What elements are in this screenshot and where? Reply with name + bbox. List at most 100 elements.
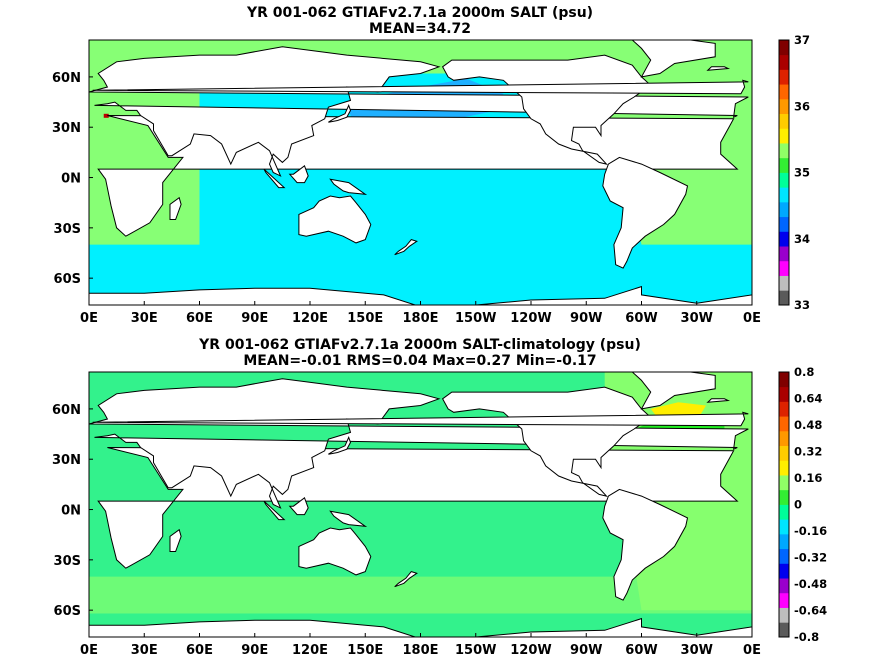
land-iceland xyxy=(706,66,731,71)
land-southamerica xyxy=(602,156,689,269)
x-tick-label: 150E xyxy=(347,311,383,326)
colorbar-swatch xyxy=(779,157,789,173)
colorbar-swatch xyxy=(779,113,789,129)
colorbar-label: 0.48 xyxy=(794,418,822,432)
colorbar-label: 37 xyxy=(794,33,810,47)
y-tick-label: 30N xyxy=(52,453,81,468)
land-southamerica xyxy=(602,488,689,601)
colorbar-swatch xyxy=(779,489,789,505)
x-tick-label: 90E xyxy=(241,311,268,326)
colorbar-label: 0.64 xyxy=(794,392,822,406)
colorbar-swatch xyxy=(779,143,789,159)
colorbar-swatch xyxy=(779,201,789,218)
land-newguinea xyxy=(329,510,368,527)
x-tick-label: 30W xyxy=(681,311,713,326)
y-tick-label: 60S xyxy=(54,604,81,619)
x-tick-label: 150E xyxy=(347,643,383,658)
colorbar-swatch xyxy=(779,216,789,232)
colorbar-label: 0 xyxy=(794,498,802,512)
region-southern-band xyxy=(89,576,752,614)
x-tick-label: 90W xyxy=(570,311,602,326)
colorbar-label: 35 xyxy=(794,166,810,180)
land-borneo xyxy=(288,164,309,184)
chart-title: YR 001-062 GTIAFv2.7.1a 2000m SALT-clima… xyxy=(198,337,641,353)
chart-panel-2: YR 001-062 GTIAFv2.7.1a 2000m SALT-clima… xyxy=(52,337,827,658)
y-tick-label: 30S xyxy=(54,222,81,237)
colorbar-swatch xyxy=(779,563,789,579)
land-madagascar xyxy=(169,196,182,220)
land-antarctica xyxy=(89,617,752,637)
region-mediterranean xyxy=(103,113,109,118)
x-tick-label: 0E xyxy=(743,311,761,326)
colorbar-label: -0.48 xyxy=(794,577,827,591)
y-tick-label: 0N xyxy=(61,504,81,519)
colorbar-swatch xyxy=(779,246,789,262)
land-eurasia xyxy=(89,46,749,177)
land-uk xyxy=(92,411,749,427)
colorbar-swatch xyxy=(779,460,789,476)
colorbar-swatch xyxy=(779,533,789,550)
land-australia xyxy=(298,195,372,244)
x-tick-label: 30E xyxy=(131,643,158,658)
colorbar-swatch xyxy=(779,290,789,306)
x-tick-label: 60W xyxy=(625,643,657,658)
colorbar-swatch xyxy=(779,475,789,491)
land-nz xyxy=(394,239,418,256)
colorbar-swatch xyxy=(779,504,789,520)
x-tick-label: 120E xyxy=(292,311,328,326)
y-tick-label: 60S xyxy=(54,272,81,287)
map-plot xyxy=(89,40,752,305)
colorbar: 0.8 0.64 0.48 0.32 0.16 0 -0.16 -0.32 -0.48 -0.64… xyxy=(778,365,827,644)
y-tick-label: 60N xyxy=(52,403,81,418)
x-tick-label: 0E xyxy=(743,643,761,658)
land-sumatra xyxy=(263,500,286,521)
colorbar-swatch xyxy=(779,98,789,115)
colorbar-label: -0.16 xyxy=(794,524,827,538)
land-sumatra xyxy=(263,168,286,189)
land-borneo xyxy=(288,496,309,516)
y-tick-label: 30S xyxy=(54,554,81,569)
land-iceland xyxy=(706,398,731,403)
colorbar-swatch xyxy=(779,40,789,56)
chart-panel-1: YR 001-062 GTIAFv2.7.1a 2000m SALT (psu)… xyxy=(52,5,810,326)
colorbar-label: 34 xyxy=(794,232,810,246)
land-nz xyxy=(394,571,418,588)
x-tick-label: 120E xyxy=(292,643,328,658)
colorbar-swatch xyxy=(779,231,789,247)
colorbar-label: -0.32 xyxy=(794,551,827,565)
colorbar-frame xyxy=(778,39,790,306)
colorbar-label: 36 xyxy=(794,99,810,113)
chart-subtitle: MEAN=-0.01 RMS=0.04 Max=0.27 Min=-0.17 xyxy=(243,353,596,369)
x-tick-label: 90E xyxy=(241,643,268,658)
chart-subtitle: MEAN=34.72 xyxy=(369,21,471,37)
colorbar-swatch xyxy=(779,445,789,461)
colorbar-swatch xyxy=(779,548,789,564)
land-australia xyxy=(298,527,372,576)
colorbar-swatch xyxy=(779,275,789,291)
land-greenland xyxy=(631,372,716,410)
colorbar-label: -0.64 xyxy=(794,604,827,618)
colorbar: 37 36 35 34 33 xyxy=(778,33,810,312)
chart-title: YR 001-062 GTIAFv2.7.1a 2000m SALT (psu) xyxy=(246,5,593,21)
colorbar-swatch xyxy=(779,607,789,623)
x-tick-label: 120W xyxy=(510,311,551,326)
y-tick-label: 30N xyxy=(52,121,81,136)
colorbar-swatch xyxy=(779,622,789,638)
x-tick-label: 180E xyxy=(402,311,438,326)
colorbar-swatch xyxy=(779,592,789,608)
colorbar-swatch xyxy=(779,54,789,70)
x-tick-label: 30W xyxy=(681,643,713,658)
land-newguinea xyxy=(329,178,368,195)
colorbar-swatch xyxy=(779,386,789,402)
colorbar-label: 0.32 xyxy=(794,445,822,459)
y-tick-label: 60N xyxy=(52,71,81,86)
x-tick-label: 0E xyxy=(80,311,98,326)
colorbar-swatch xyxy=(779,372,789,388)
colorbar-label: 0.16 xyxy=(794,471,822,485)
y-tick-label: 0N xyxy=(61,172,81,187)
x-tick-label: 60E xyxy=(186,643,213,658)
land-uk xyxy=(92,79,749,95)
colorbar-swatch xyxy=(779,128,789,144)
colorbar-swatch xyxy=(779,416,789,432)
